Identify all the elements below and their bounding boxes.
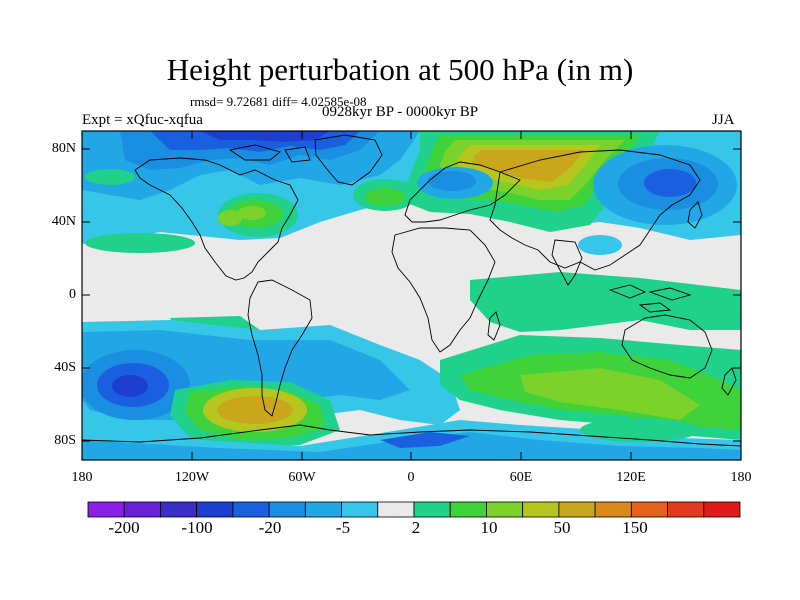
- colorbar-cell: [304, 501, 342, 518]
- field-region: [85, 233, 195, 253]
- field-region: [112, 375, 148, 397]
- axis-ticks: [81, 131, 742, 460]
- colorbar-cell: [87, 501, 125, 518]
- colorbar-cell: [341, 501, 379, 518]
- colorbar: [87, 501, 741, 518]
- plot-title: Height perturbation at 500 hPa (in m): [166, 52, 634, 87]
- colorbar-label: 50: [553, 518, 571, 537]
- colorbar-cell: [703, 501, 741, 518]
- lat-label-80n: 80N: [51, 141, 76, 156]
- colorbar-cell: [123, 501, 161, 518]
- coastline-new-zealand: [721, 367, 737, 396]
- colorbar-cell: [667, 501, 705, 518]
- coastline-north-america: [134, 157, 299, 281]
- lon-label-0: 0: [407, 470, 415, 485]
- field-region: [472, 150, 585, 182]
- contour-fill: [82, 131, 741, 460]
- colorbar-cell: [558, 501, 596, 518]
- coastline-greenland: [314, 134, 383, 186]
- coastline-south-america: [247, 279, 313, 417]
- colorbar-label: -5: [335, 518, 351, 537]
- colorbar-label: 2: [411, 518, 421, 537]
- field-region: [217, 396, 293, 424]
- lon-label-60e: 60E: [509, 470, 533, 485]
- colorbar-label: 10: [480, 518, 498, 537]
- coastline-madagascar: [487, 311, 501, 341]
- experiment-label: Expt = xQfuc-xqfua: [82, 112, 203, 128]
- period-label: 0928kyr BP - 0000kyr BP: [322, 104, 479, 120]
- colorbar-cell: [268, 501, 306, 518]
- field-region: [580, 418, 700, 442]
- colorbar-label: -20: [258, 518, 282, 537]
- lon-label-180w: 180: [71, 470, 93, 485]
- field-region: [578, 235, 622, 255]
- field-region: [85, 169, 135, 185]
- field-region: [380, 432, 470, 448]
- colorbar-cell: [160, 501, 198, 518]
- lat-label-40n: 40N: [51, 214, 76, 229]
- season-label: JJA: [712, 112, 735, 128]
- lat-label-80s: 80S: [54, 433, 76, 448]
- colorbar-label: -100: [181, 518, 213, 537]
- colorbar-cell: [449, 501, 487, 518]
- stats-string: rmsd= 9.72681 diff= 4.02585e-08: [190, 94, 367, 109]
- colorbar-cell: [232, 501, 270, 518]
- field-region: [520, 368, 700, 420]
- coastline-indonesia: [608, 284, 692, 313]
- coastline-asia: [489, 149, 701, 271]
- field-region: [218, 210, 242, 226]
- colorbar-cell: [196, 501, 234, 518]
- lon-label-120w: 120W: [174, 470, 210, 485]
- field-region: [644, 169, 696, 197]
- colorbar-cell: [486, 501, 524, 518]
- lat-label-0: 0: [69, 287, 76, 302]
- colorbar-cell: [594, 501, 632, 518]
- field-region: [428, 171, 476, 191]
- lon-label-120e: 120E: [616, 470, 646, 485]
- field-region: [365, 188, 405, 206]
- coastline-africa: [391, 227, 496, 353]
- lat-label-40s: 40S: [54, 360, 76, 375]
- lon-label-60w: 60W: [288, 470, 316, 485]
- lon-label-180e: 180: [730, 470, 752, 485]
- coastline-japan: [687, 201, 703, 229]
- colorbar-label: -200: [108, 518, 140, 537]
- coastline-arctic-islands: [228, 144, 311, 163]
- field-region: [200, 131, 330, 142]
- coastlines: [82, 134, 741, 447]
- colorbar-cell: [522, 501, 560, 518]
- colorbar-label: 150: [622, 518, 648, 537]
- coastline-antarctica: [82, 424, 741, 447]
- coastline-india: [551, 239, 583, 286]
- colorbar-cell: [630, 501, 668, 518]
- colorbar-cell: [377, 501, 415, 518]
- coastline-australia: [621, 314, 713, 379]
- colorbar-cell: [413, 501, 451, 518]
- coastline-europe: [404, 161, 521, 223]
- field-region: [238, 206, 266, 220]
